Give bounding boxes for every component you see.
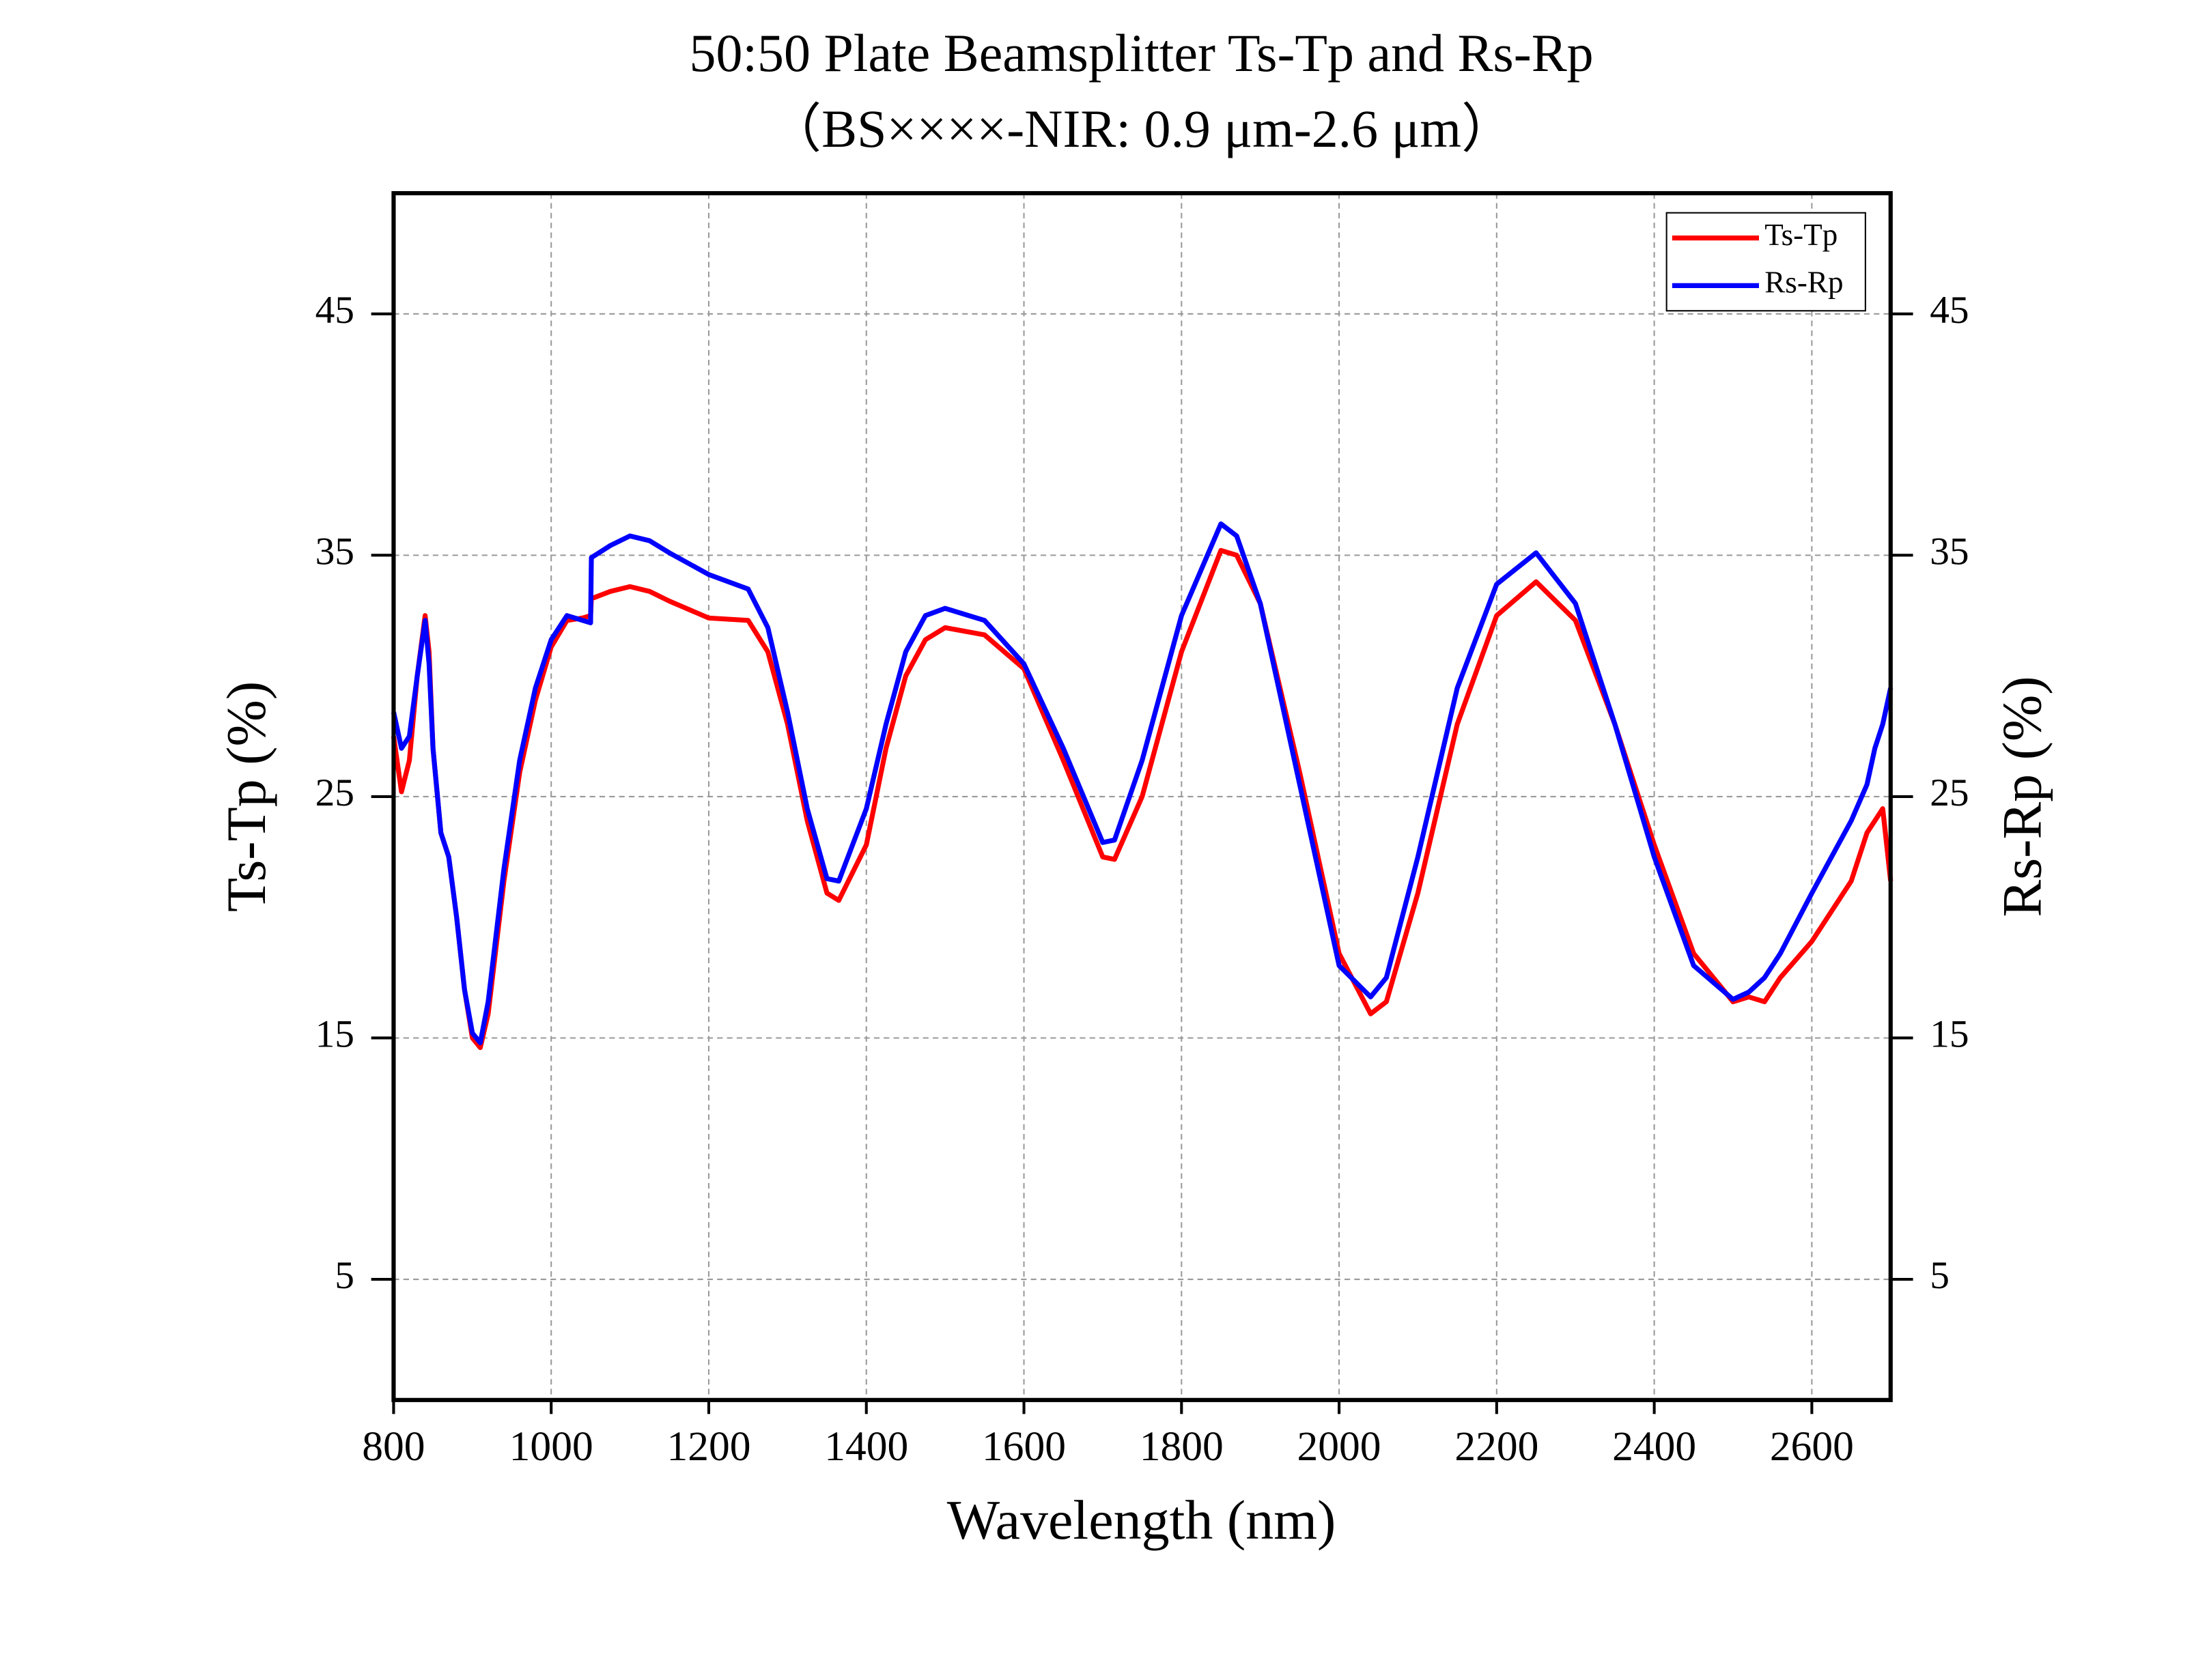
y-axis-label: Ts-Tp (%) bbox=[215, 681, 277, 912]
x-axis-label: Wavelength (nm) bbox=[947, 1489, 1336, 1551]
x-tick-label: 2200 bbox=[1454, 1423, 1538, 1470]
y-tick-label: 25 bbox=[315, 771, 354, 814]
y2-axis-label: Rs-Rp (%) bbox=[1991, 676, 2053, 917]
x-tick-label: 1200 bbox=[666, 1423, 750, 1470]
y-tick-label: 35 bbox=[315, 530, 354, 573]
chart-subtitle: （BS××××-NIR: 0.9 μm-2.6 μm） bbox=[768, 100, 1515, 158]
x-tick-label: 2600 bbox=[1770, 1423, 1854, 1470]
y2-tick-label: 25 bbox=[1930, 771, 1969, 814]
x-tick-label: 1400 bbox=[824, 1423, 908, 1470]
y2-tick-label: 35 bbox=[1930, 530, 1969, 573]
x-tick-label: 1000 bbox=[509, 1423, 593, 1470]
chart-title: 50:50 Plate Beamsplitter Ts-Tp and Rs-Rp bbox=[690, 24, 1594, 83]
x-tick-label: 2000 bbox=[1297, 1423, 1381, 1470]
y-tick-label: 15 bbox=[315, 1013, 354, 1056]
x-tick-label: 800 bbox=[362, 1423, 425, 1470]
y2-tick-label: 15 bbox=[1930, 1013, 1969, 1056]
plot-frame bbox=[391, 190, 1893, 1402]
y2-tick-label: 5 bbox=[1930, 1254, 1949, 1297]
y-tick-label: 5 bbox=[335, 1254, 354, 1297]
x-tick-label: 1600 bbox=[982, 1423, 1066, 1470]
legend-label: Rs-Rp bbox=[1764, 266, 1843, 300]
y2-tick-label: 45 bbox=[1930, 289, 1969, 332]
x-tick-label: 1800 bbox=[1140, 1423, 1224, 1470]
legend-box bbox=[1665, 212, 1866, 312]
x-tick-label: 2400 bbox=[1612, 1423, 1696, 1470]
series-line bbox=[391, 547, 1894, 1051]
legend-label: Ts-Tp bbox=[1764, 218, 1838, 252]
series-line bbox=[391, 521, 1894, 1046]
y-tick-label: 45 bbox=[315, 289, 354, 332]
